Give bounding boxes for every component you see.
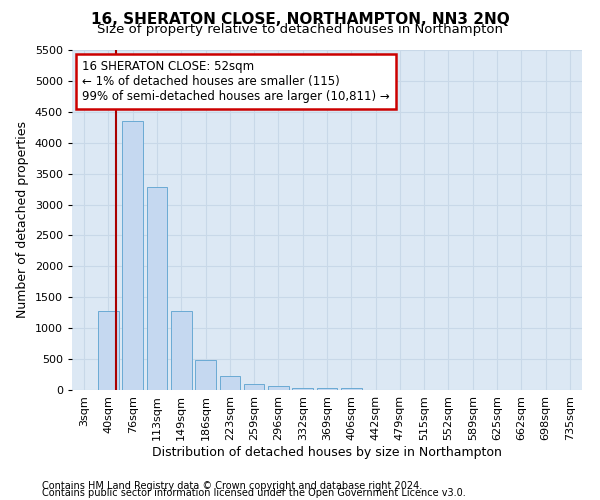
Text: Contains HM Land Registry data © Crown copyright and database right 2024.: Contains HM Land Registry data © Crown c… (42, 481, 422, 491)
Y-axis label: Number of detached properties: Number of detached properties (16, 122, 29, 318)
Text: Size of property relative to detached houses in Northampton: Size of property relative to detached ho… (97, 22, 503, 36)
Bar (244, 384, 265, 390)
Bar (146, 187, 167, 390)
Bar (317, 388, 337, 390)
Bar (268, 386, 289, 390)
Bar (122, 121, 143, 390)
Bar (220, 376, 240, 390)
Bar (171, 312, 191, 390)
Bar (195, 360, 216, 390)
Bar (292, 388, 313, 390)
Bar (341, 388, 362, 390)
Text: 16 SHERATON CLOSE: 52sqm
← 1% of detached houses are smaller (115)
99% of semi-d: 16 SHERATON CLOSE: 52sqm ← 1% of detache… (82, 60, 390, 103)
Text: 16, SHERATON CLOSE, NORTHAMPTON, NN3 2NQ: 16, SHERATON CLOSE, NORTHAMPTON, NN3 2NQ (91, 12, 509, 28)
X-axis label: Distribution of detached houses by size in Northampton: Distribution of detached houses by size … (152, 446, 502, 458)
Text: Contains public sector information licensed under the Open Government Licence v3: Contains public sector information licen… (42, 488, 466, 498)
Bar (98, 312, 119, 390)
